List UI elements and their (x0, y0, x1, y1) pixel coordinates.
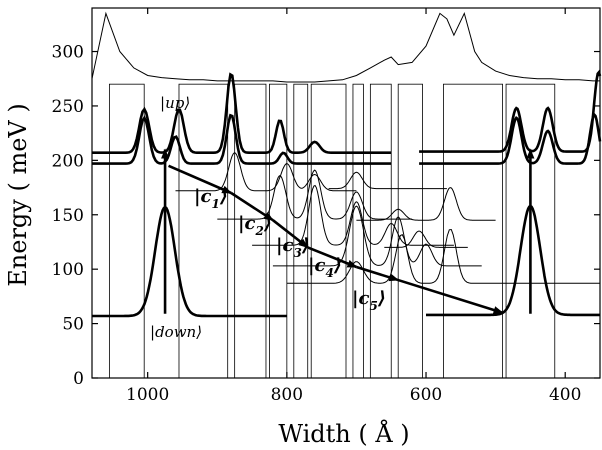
level-up2 (92, 113, 392, 165)
y-tick-label: 0 (73, 369, 84, 389)
arrow-3 (272, 219, 309, 249)
potential-well-4 (293, 83, 309, 379)
x-tick-label: 400 (549, 385, 581, 405)
state-label-c1: |c1⟩ (194, 186, 228, 211)
level-extra1 (328, 171, 447, 190)
level-up (92, 72, 392, 154)
arrow-2 (230, 191, 274, 222)
level-c5 (286, 228, 600, 284)
arrow-4 (307, 246, 358, 269)
potential-well-7 (369, 83, 392, 379)
x-tick-label: 1000 (126, 385, 169, 405)
level-c4 (272, 205, 482, 267)
arrow-1 (168, 164, 233, 195)
axes: 1000 800 600 400 0 50 100 150 200 250 300 (52, 7, 601, 405)
state-label-c3: |c3⟩ (276, 235, 310, 260)
transmission-spectrum (91, 11, 600, 83)
y-tick-label: 300 (52, 43, 84, 63)
level-c3 (252, 184, 454, 246)
level-c2 (217, 169, 413, 220)
level-extra3 (384, 230, 468, 248)
x-axis-label: Width ( Å ) (278, 419, 409, 448)
y-tick-label: 50 (62, 315, 84, 335)
arrow-6 (397, 278, 504, 314)
y-tick-label: 200 (52, 151, 84, 171)
state-label-c5: |c5⟩ (352, 288, 386, 313)
transmission-curve (91, 11, 600, 83)
level-right_up2 (419, 112, 602, 165)
level-extra2 (356, 187, 496, 221)
level-right_down (426, 204, 600, 317)
y-tick-label: 100 (52, 260, 84, 280)
energy-levels (92, 69, 602, 318)
arrow-5 (356, 265, 400, 282)
state-label-up: |up⟩ (160, 94, 190, 112)
level-c1 (175, 152, 357, 192)
plot-frame (91, 7, 601, 379)
state-label-c4: |c4⟩ (308, 255, 342, 280)
potential-well-5 (310, 83, 347, 379)
y-tick-label: 150 (52, 206, 84, 226)
state-label-c2: |c2⟩ (238, 213, 272, 238)
potential-well-6 (352, 83, 364, 379)
level-right_up (419, 69, 602, 153)
state-label-down: |down⟩ (150, 323, 202, 341)
x-tick-label: 600 (410, 385, 442, 405)
x-tick-label: 800 (271, 385, 303, 405)
level-down (92, 205, 287, 318)
y-tick-label: 250 (52, 97, 84, 117)
y-axis-label: Energy ( meV ) (4, 103, 32, 286)
transition-arrows (161, 148, 535, 314)
